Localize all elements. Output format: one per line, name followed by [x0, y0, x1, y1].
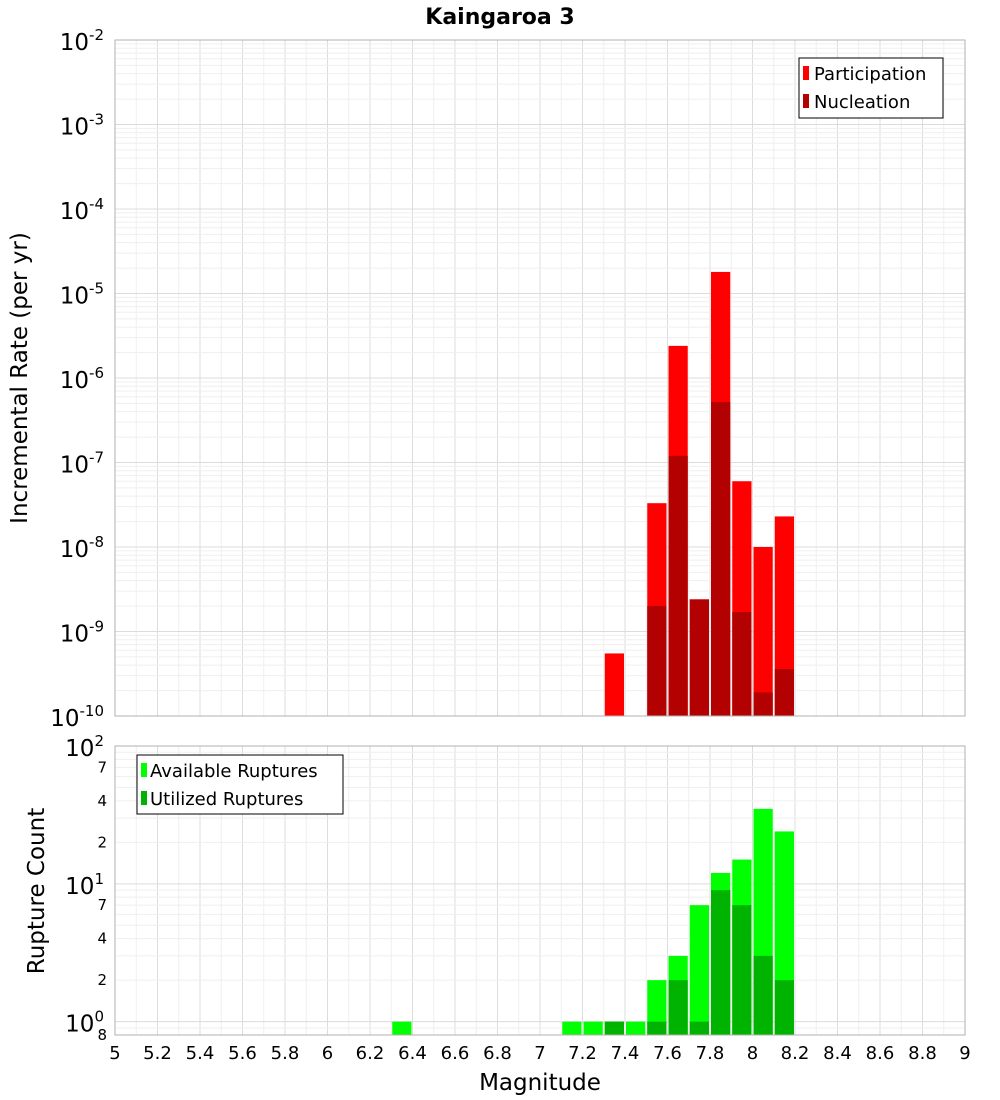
- x-tick-label: 5: [109, 1043, 120, 1064]
- top-plot-frame: [114, 39, 966, 717]
- legend-label-available-ruptures: Available Ruptures: [150, 761, 318, 782]
- y-minor-tick-label: 4: [97, 792, 107, 810]
- y-tick-label: 10-10: [50, 702, 104, 732]
- bar-utilized-ruptures: [753, 955, 773, 1035]
- x-tick-label: 8.4: [823, 1043, 852, 1064]
- x-tick-label: 8: [747, 1043, 758, 1064]
- x-tick-label: 5.4: [186, 1043, 215, 1064]
- x-tick-label: 5.2: [143, 1043, 172, 1064]
- x-tick-label: 6.6: [441, 1043, 470, 1064]
- bottom-panel: 100 101 102 8 2 4 7 2 4 7 Rupture Count Available…: [24, 732, 971, 1096]
- legend-swatch-utilized-ruptures: [141, 791, 147, 805]
- y-tick-label: 10-4: [60, 195, 104, 225]
- y-minor-tick-label: 2: [97, 971, 107, 989]
- bar-available-ruptures: [647, 980, 667, 1035]
- x-tick-label: 7.2: [568, 1043, 597, 1064]
- legend-swatch-available-ruptures: [141, 763, 147, 777]
- bottom-bars: [392, 808, 794, 1035]
- bar-utilized-ruptures: [668, 980, 688, 1035]
- bottom-legend-box: [136, 754, 344, 815]
- top-y-tick-labels: 10-10 10-9 10-8 10-7 10-6 10-5 10-4 10-3 10-2: [50, 26, 104, 732]
- bar-participation: [604, 653, 624, 716]
- y-minor-tick-label: 8: [97, 1026, 107, 1044]
- bottom-legend: Available Ruptures Utilized Ruptures: [136, 754, 344, 815]
- x-tick-label: 7.4: [611, 1043, 640, 1064]
- x-tick-label: 7: [534, 1043, 545, 1064]
- y-tick-label: 10-6: [60, 364, 104, 394]
- y-tick-label: 10-3: [60, 111, 104, 141]
- bottom-y-tick-labels: 100 101 102 8 2 4 7 2 4 7: [65, 732, 107, 1044]
- top-legend-box: [798, 57, 944, 119]
- y-minor-tick-label: 4: [97, 930, 107, 948]
- top-panel: 10-10 10-9 10-8 10-7 10-6 10-5 10-4 10-3 10-2 In…: [7, 26, 966, 732]
- bar-available-ruptures: [562, 1021, 582, 1035]
- x-tick-label: 6.8: [483, 1043, 512, 1064]
- x-tick-label: 5.6: [228, 1043, 257, 1064]
- bar-utilized-ruptures: [647, 1021, 667, 1035]
- y-tick-label: 10-8: [60, 533, 104, 563]
- x-tick-label: 7.8: [696, 1043, 725, 1064]
- bar-nucleation: [668, 455, 688, 716]
- x-tick-label: 6: [322, 1043, 333, 1064]
- bar-participation: [753, 547, 773, 716]
- bar-nucleation: [711, 401, 731, 716]
- bar-nucleation: [732, 612, 752, 716]
- y-minor-tick-label: 7: [97, 758, 107, 776]
- legend-label-participation: Participation: [814, 64, 926, 85]
- y-tick-label: 102: [65, 732, 104, 762]
- legend-label-nucleation: Nucleation: [814, 92, 910, 113]
- bar-utilized-ruptures: [774, 980, 794, 1035]
- y-tick-label: 10-7: [60, 449, 104, 479]
- bar-utilized-ruptures: [689, 1021, 709, 1035]
- bottom-plot-frame: [114, 745, 966, 1036]
- x-tick-label: 9: [959, 1043, 970, 1064]
- chart-title: Kaingaroa 3: [425, 5, 574, 30]
- y-tick-label: 10-5: [60, 280, 104, 310]
- x-tick-label: 6.2: [356, 1043, 385, 1064]
- top-legend: Participation Nucleation: [798, 57, 944, 119]
- x-tick-label: 7.6: [653, 1043, 682, 1064]
- bar-utilized-ruptures: [604, 1021, 624, 1035]
- bar-available-ruptures: [392, 1021, 412, 1035]
- bar-utilized-ruptures: [732, 905, 752, 1035]
- bar-participation: [774, 516, 794, 716]
- x-tick-label: 6.4: [398, 1043, 427, 1064]
- bar-utilized-ruptures: [711, 890, 731, 1035]
- top-grid: [114, 39, 966, 717]
- y-tick-label: 100: [65, 1008, 104, 1038]
- bar-nucleation: [774, 668, 794, 716]
- x-tick-label: 8.2: [781, 1043, 810, 1064]
- legend-swatch-nucleation: [803, 94, 809, 108]
- bar-available-ruptures: [583, 1021, 603, 1035]
- bar-nucleation: [647, 606, 667, 716]
- y-tick-label: 10-2: [60, 26, 104, 56]
- x-axis-label: Magnitude: [479, 1070, 601, 1096]
- y-tick-label: 101: [65, 870, 104, 900]
- x-tick-label: 5.8: [271, 1043, 300, 1064]
- y-tick-label: 10-9: [60, 618, 104, 648]
- legend-label-utilized-ruptures: Utilized Ruptures: [150, 789, 303, 810]
- bar-available-ruptures: [626, 1021, 646, 1035]
- top-y-axis-label: Incremental Rate (per yr): [7, 232, 33, 524]
- x-tick-label: 8.6: [866, 1043, 895, 1064]
- x-tick-label: 8.8: [908, 1043, 937, 1064]
- bar-nucleation: [753, 692, 773, 716]
- bottom-y-axis-label: Rupture Count: [24, 808, 50, 974]
- top-bars: [604, 271, 794, 716]
- y-minor-tick-label: 2: [97, 833, 107, 851]
- y-minor-tick-label: 7: [97, 896, 107, 914]
- legend-swatch-participation: [803, 66, 809, 80]
- bar-nucleation: [689, 599, 709, 716]
- x-tick-labels: 5 5.2 5.4 5.6 5.8 6 6.2 6.4 6.6 6.8 7 7.2 7.4 7.6 7.8 8…: [109, 1043, 970, 1064]
- bar-available-ruptures: [689, 905, 709, 1035]
